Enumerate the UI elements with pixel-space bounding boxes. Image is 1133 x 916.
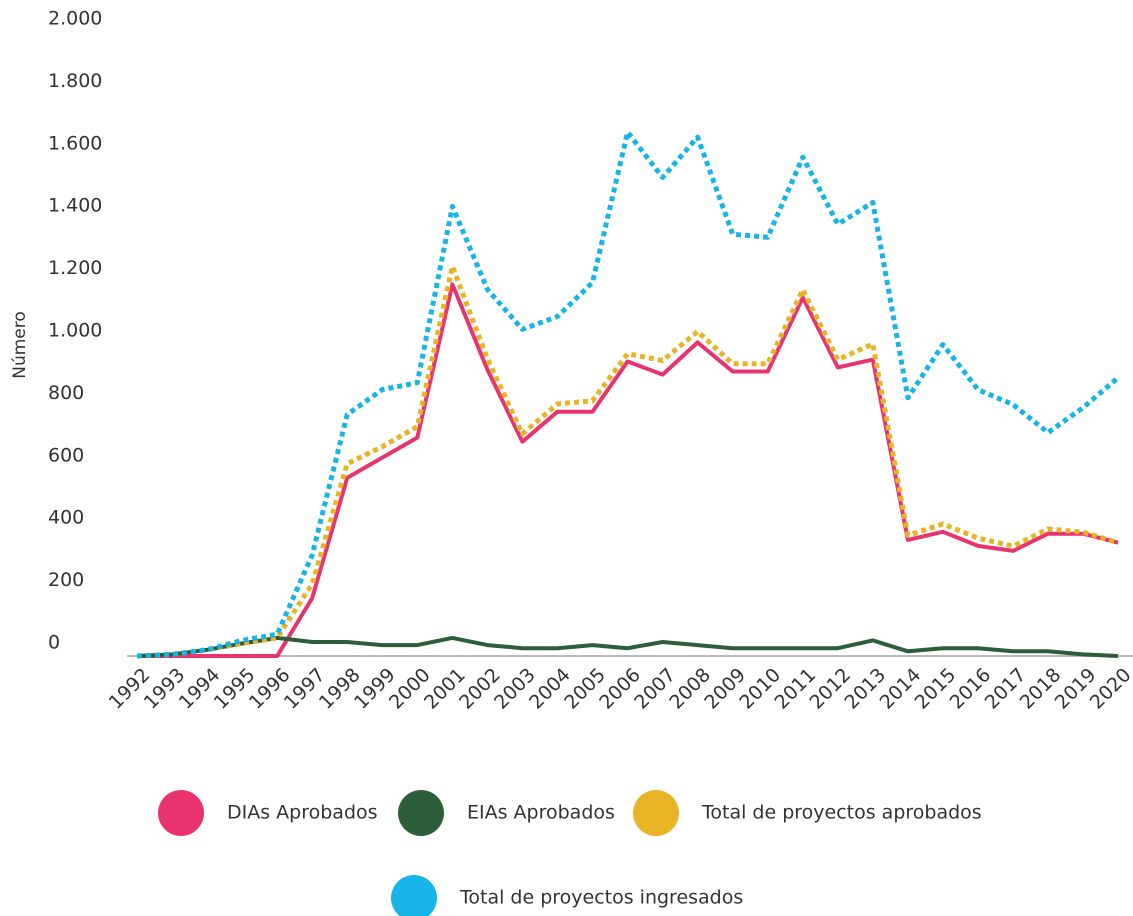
series-line [137, 282, 1119, 658]
y-tick-label: 1.600 [48, 132, 102, 154]
series-line [136, 635, 1119, 658]
y-tick-label: 1.200 [48, 257, 102, 279]
series-line [136, 129, 1120, 659]
y-axis-label: Número [10, 311, 30, 379]
legend-swatch [391, 875, 437, 916]
legend-label: Total de proyectos ingresados [459, 887, 743, 909]
legend-label: EIAs Aprobados [467, 802, 615, 824]
legend-label: Total de proyectos aprobados [701, 802, 982, 824]
y-tick-label: 600 [48, 444, 84, 466]
y-tick-label: 2.000 [48, 8, 102, 30]
y-tick-label: 1.800 [48, 70, 102, 92]
legend-swatch [158, 790, 204, 836]
y-tick-label: 0 [48, 632, 60, 654]
y-tick-label: 800 [48, 382, 84, 404]
y-tick-label: 400 [48, 507, 84, 529]
legend-label: DIAs Aprobados [227, 802, 378, 824]
y-tick-label: 200 [48, 569, 84, 591]
series-line [136, 263, 1119, 659]
y-tick-label: 1.000 [48, 320, 102, 342]
legend-swatch [398, 790, 444, 836]
legend-swatch [633, 790, 679, 836]
x-tick-label: 2020 [1086, 664, 1133, 714]
y-tick-label: 1.400 [48, 195, 102, 217]
